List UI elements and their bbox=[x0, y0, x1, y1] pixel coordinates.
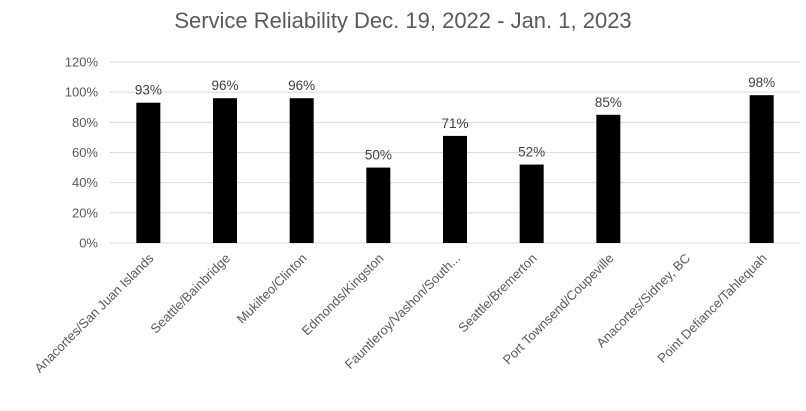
y-tick-label: 100% bbox=[65, 85, 99, 100]
data-label: 85% bbox=[595, 95, 622, 110]
bar bbox=[443, 135, 467, 243]
y-tick-label: 80% bbox=[72, 115, 98, 130]
y-tick-label: 20% bbox=[72, 205, 98, 220]
data-label: 71% bbox=[441, 116, 468, 131]
data-label: 96% bbox=[288, 78, 315, 93]
category-label: Seattle/Bainbridge bbox=[147, 251, 233, 337]
bar bbox=[136, 102, 161, 243]
bar bbox=[749, 95, 774, 243]
bar bbox=[519, 164, 544, 243]
category-label: Mukilteo/Clinton bbox=[234, 251, 310, 327]
y-tick-label: 40% bbox=[72, 175, 98, 190]
data-label: 52% bbox=[518, 145, 545, 160]
y-axis: 0% 20% 40% 60% 80% 100% 120% bbox=[65, 55, 99, 251]
data-label: 93% bbox=[135, 83, 162, 98]
data-label: 50% bbox=[365, 148, 392, 163]
category-label: Edmonds/Kingston bbox=[299, 251, 387, 339]
y-tick-label: 0% bbox=[79, 236, 98, 251]
bar bbox=[366, 167, 391, 243]
data-label: 98% bbox=[748, 75, 775, 90]
bar bbox=[213, 98, 237, 243]
bar bbox=[596, 114, 621, 244]
data-label: 96% bbox=[211, 78, 238, 93]
y-tick-label: 120% bbox=[65, 55, 99, 70]
data-label-layer: 93% 96% 96% 50% 71% 52% 85% 98% bbox=[135, 75, 775, 162]
category-label: Seattle/Bremerton bbox=[455, 251, 540, 336]
y-tick-label: 60% bbox=[72, 145, 98, 160]
bar-layer bbox=[136, 95, 774, 244]
category-label: Anacortes/San Juan Islands bbox=[31, 250, 156, 375]
bar bbox=[289, 98, 314, 243]
chart-title: Service Reliability Dec. 19, 2022 - Jan.… bbox=[174, 8, 632, 33]
x-axis: Anacortes/San Juan IslandsSeattle/Bainbr… bbox=[31, 250, 769, 375]
